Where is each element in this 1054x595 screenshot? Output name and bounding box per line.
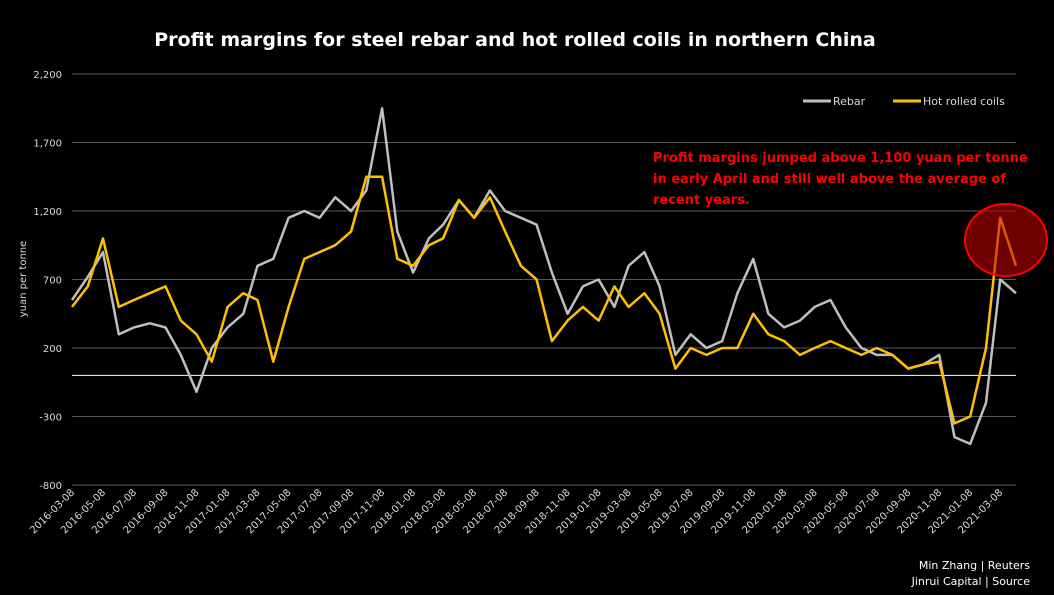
legend: Rebar Hot rolled coils <box>803 95 1005 108</box>
credits: Min Zhang | Reuters Jinrui Capital | Sour… <box>911 559 1031 588</box>
legend-label: Rebar <box>833 95 866 108</box>
y-tick-labels: 2,200 1,700 1,200 700 200 -300 -800 <box>33 70 62 492</box>
annotation: Profit margins jumped above 1,100 yuan p… <box>653 151 1028 208</box>
y-tick-label: 1,700 <box>33 139 62 150</box>
annotation-line: Profit margins jumped above 1,100 yuan p… <box>653 151 1028 166</box>
y-tick-label: -300 <box>39 413 62 424</box>
highlight-circle <box>964 203 1048 277</box>
x-tick-labels: 2016-03-082016-05-082016-07-082016-09-08… <box>28 487 1005 536</box>
annotation-line: in early April and still well above the … <box>653 172 1006 187</box>
y-tick-label: 200 <box>43 344 62 355</box>
gridlines <box>72 73 1016 486</box>
annotation-line: recent years. <box>653 193 750 208</box>
y-tick-label: 1,200 <box>33 207 62 218</box>
y-tick-label: 2,200 <box>33 70 62 81</box>
credit-line: Min Zhang | Reuters <box>919 559 1030 572</box>
y-tick-label: -800 <box>39 481 62 492</box>
credit-line: Jinrui Capital | Source <box>911 575 1031 588</box>
chart-title: Profit margins for steel rebar and hot r… <box>154 29 876 51</box>
series-lines <box>70 107 1018 446</box>
y-tick-label: 700 <box>43 276 62 287</box>
series-line-0 <box>70 107 1017 446</box>
y-axis-label: yuan per tonne <box>18 241 29 318</box>
legend-label: Hot rolled coils <box>923 95 1005 108</box>
series-line-1 <box>71 175 1018 425</box>
